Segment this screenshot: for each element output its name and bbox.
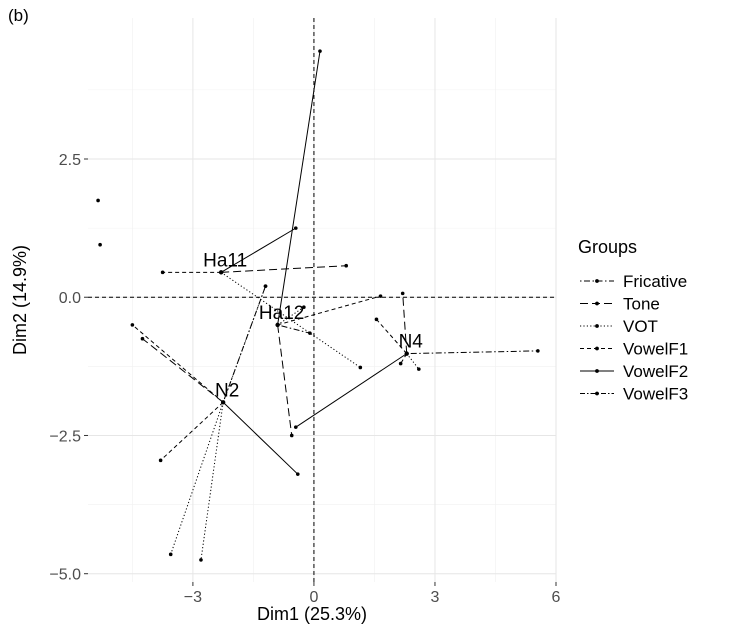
data-point xyxy=(378,294,383,298)
series-segment xyxy=(200,402,224,560)
legend-label: VowelF2 xyxy=(623,362,688,381)
data-point xyxy=(400,291,405,296)
legend-key-point xyxy=(595,369,599,373)
data-point xyxy=(536,349,540,353)
legend-label: Fricative xyxy=(623,272,687,291)
series-segment xyxy=(222,286,266,403)
center-point xyxy=(218,270,224,275)
x-tick-label: 6 xyxy=(552,589,561,606)
data-point xyxy=(398,361,403,366)
series-fricative xyxy=(96,198,540,403)
data-point xyxy=(358,365,363,370)
data-point xyxy=(158,458,163,463)
data-point xyxy=(374,317,379,322)
legend-label: VOT xyxy=(623,317,658,336)
data-point xyxy=(96,198,100,203)
legend-key-point xyxy=(595,301,599,306)
series-segment xyxy=(142,338,224,403)
series-segment xyxy=(406,353,420,370)
series-segment xyxy=(132,324,224,403)
reference-lines xyxy=(88,18,556,582)
series-segment xyxy=(222,401,299,475)
data-point xyxy=(293,226,298,230)
series-segment xyxy=(160,401,224,461)
series-tone xyxy=(98,242,408,438)
legend-key-point xyxy=(595,346,599,351)
series-segment xyxy=(277,324,293,436)
axes: −3 0 3 6 −5.0 −2.5 0.0 2.5 Dim1 (25.3%) Dim2 (14.… xyxy=(10,152,561,624)
x-tick-label: 3 xyxy=(431,589,440,606)
y-tick-label: −5.0 xyxy=(49,567,81,584)
legend: Groups Fricative Tone VOT VowelF1 VowelF2 Vowe… xyxy=(578,237,688,404)
center-point xyxy=(220,400,226,405)
legend-key-point xyxy=(595,324,599,328)
data-point xyxy=(98,242,102,247)
series-vowelf1 xyxy=(130,270,408,463)
y-tick-label: 0.0 xyxy=(59,290,81,307)
series-vowelf2 xyxy=(220,49,408,476)
data-point xyxy=(130,323,135,327)
series-segment xyxy=(402,293,408,354)
series-segment xyxy=(277,51,321,325)
data-point xyxy=(168,552,173,557)
center-label: Ha12 xyxy=(259,303,304,324)
data-point xyxy=(344,263,349,268)
series-segment xyxy=(221,265,347,273)
center-point xyxy=(404,351,409,356)
y-tick-label: −2.5 xyxy=(49,428,81,445)
x-tick-label: 0 xyxy=(309,589,318,606)
data-point xyxy=(140,336,145,341)
series-segment xyxy=(376,319,408,354)
series-segment xyxy=(170,402,224,555)
legend-key-point xyxy=(595,279,599,283)
data-point xyxy=(318,49,322,53)
panel-label: (b) xyxy=(8,6,29,25)
series-segment xyxy=(277,295,381,326)
series-segment xyxy=(295,353,408,428)
data-point xyxy=(295,472,300,476)
series-layer: Ha11 Ha12 N2 N4 xyxy=(96,49,540,562)
data-point xyxy=(160,270,165,275)
x-tick-label: −3 xyxy=(184,589,202,606)
x-axis-label: Dim1 (25.3%) xyxy=(257,604,367,624)
y-axis-label: Dim2 (14.9%) xyxy=(10,245,30,355)
data-point xyxy=(289,433,294,438)
legend-label: VowelF3 xyxy=(623,385,688,404)
legend-key-point xyxy=(595,391,599,396)
data-point xyxy=(263,284,268,288)
grid-lines xyxy=(88,18,557,582)
data-point xyxy=(302,305,306,309)
series-segment xyxy=(220,227,297,273)
center-label: N2 xyxy=(215,380,239,401)
series-segment xyxy=(277,324,311,334)
center-point xyxy=(275,322,280,328)
data-point xyxy=(199,558,203,562)
data-point xyxy=(293,425,298,429)
data-point xyxy=(417,367,421,371)
legend-label: VowelF1 xyxy=(623,340,688,359)
series-segment xyxy=(220,271,361,368)
series-vot xyxy=(168,271,421,562)
center-label: Ha11 xyxy=(203,250,247,271)
legend-title: Groups xyxy=(578,237,637,257)
legend-label: Tone xyxy=(623,295,660,314)
y-tick-label: 2.5 xyxy=(59,152,81,169)
series-segment xyxy=(406,350,538,355)
center-label: N4 xyxy=(399,332,424,353)
